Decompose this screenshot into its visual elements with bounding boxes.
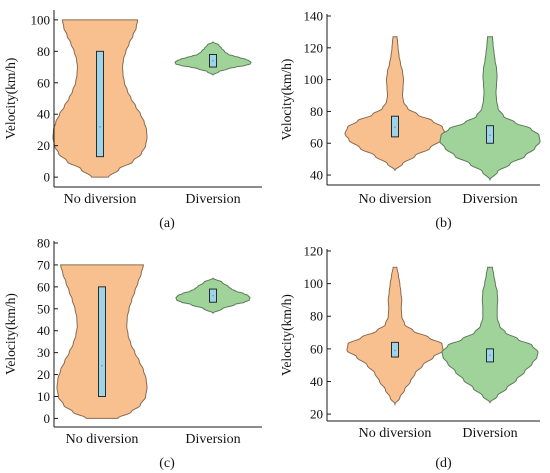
y-tick-label: 120	[304, 244, 324, 259]
x-category-label: Diversion	[462, 192, 517, 207]
y-tick-label: 60	[37, 75, 50, 90]
y-axis-title: Velocity(km/h)	[3, 58, 18, 140]
y-tick-label: 100	[304, 72, 324, 87]
panel-label: (d)	[435, 456, 452, 471]
x-category-label: Diversion	[185, 432, 240, 447]
chart-panel-1: 0 20 40 60 80 100 Velocity(km/h) No diversion Di…	[3, 10, 262, 231]
median-marker-diversion	[212, 59, 214, 62]
chart-panel-3: 0 10 20 30 40 50 60 70 80 Velocity(km/h) No divers…	[3, 236, 262, 471]
median-marker-diversion	[489, 134, 491, 137]
iqr-box-no-diversion	[98, 286, 106, 397]
median-marker-no-diversion	[394, 126, 396, 129]
median-marker-no-diversion	[101, 364, 103, 367]
violin-diversion	[439, 36, 541, 182]
y-tick-label: 0	[44, 170, 51, 185]
chart-panel-4: 20 40 60 80 100 120 Velocity(km/h) No diversion…	[279, 244, 540, 471]
y-tick-label: 20	[310, 407, 323, 422]
y-tick-label: 60	[37, 279, 50, 294]
y-tick-label: 50	[37, 301, 50, 316]
x-category-label: Diversion	[462, 426, 517, 441]
iqr-box-no-diversion	[96, 50, 104, 158]
panel-label: (b)	[435, 216, 452, 231]
y-axis-title: Velocity(km/h)	[3, 293, 18, 375]
x-category-label: No diversion	[359, 192, 432, 207]
y-tick-label: 100	[31, 12, 51, 27]
y-tick-label: 20	[37, 367, 50, 382]
y-tick-label: 10	[37, 389, 50, 404]
x-category-label: No diversion	[359, 426, 432, 441]
median-marker-no-diversion	[394, 349, 396, 352]
y-tick-label: 20	[37, 138, 50, 153]
y-tick-label: 40	[310, 168, 323, 183]
panel-label: (c)	[159, 456, 175, 471]
y-tick-label: 40	[37, 323, 50, 338]
y-tick-label: 60	[310, 341, 323, 356]
x-category-label: Diversion	[185, 192, 240, 207]
y-tick-label: 100	[304, 276, 324, 291]
y-axis-title: Velocity(km/h)	[279, 294, 294, 376]
y-tick-label: 80	[310, 309, 323, 324]
y-axis-title: Velocity(km/h)	[279, 59, 294, 141]
median-marker-diversion	[489, 354, 491, 357]
y-tick-label: 80	[37, 236, 50, 251]
y-tick-label: 30	[37, 345, 50, 360]
x-category-label: No diversion	[64, 192, 137, 207]
median-marker-diversion	[212, 294, 214, 297]
violin-no-diversion	[346, 266, 444, 407]
violin-no-diversion	[344, 36, 446, 172]
y-tick-label: 60	[310, 136, 323, 151]
y-tick-label: 70	[37, 257, 50, 272]
violin-diversion	[441, 266, 539, 404]
y-tick-label: 0	[44, 411, 51, 426]
y-tick-label: 80	[310, 104, 323, 119]
y-tick-label: 40	[310, 374, 323, 389]
y-tick-label: 140	[304, 9, 324, 24]
chart-panel-2: 40 60 80 100 120 140 Velocity(km/h) No diversio…	[279, 9, 541, 231]
panel-label: (a)	[159, 216, 175, 231]
y-tick-label: 40	[37, 107, 50, 122]
y-tick-label: 120	[304, 40, 324, 55]
x-category-label: No diversion	[66, 432, 139, 447]
y-tick-label: 80	[37, 44, 50, 59]
median-marker-no-diversion	[99, 125, 101, 128]
